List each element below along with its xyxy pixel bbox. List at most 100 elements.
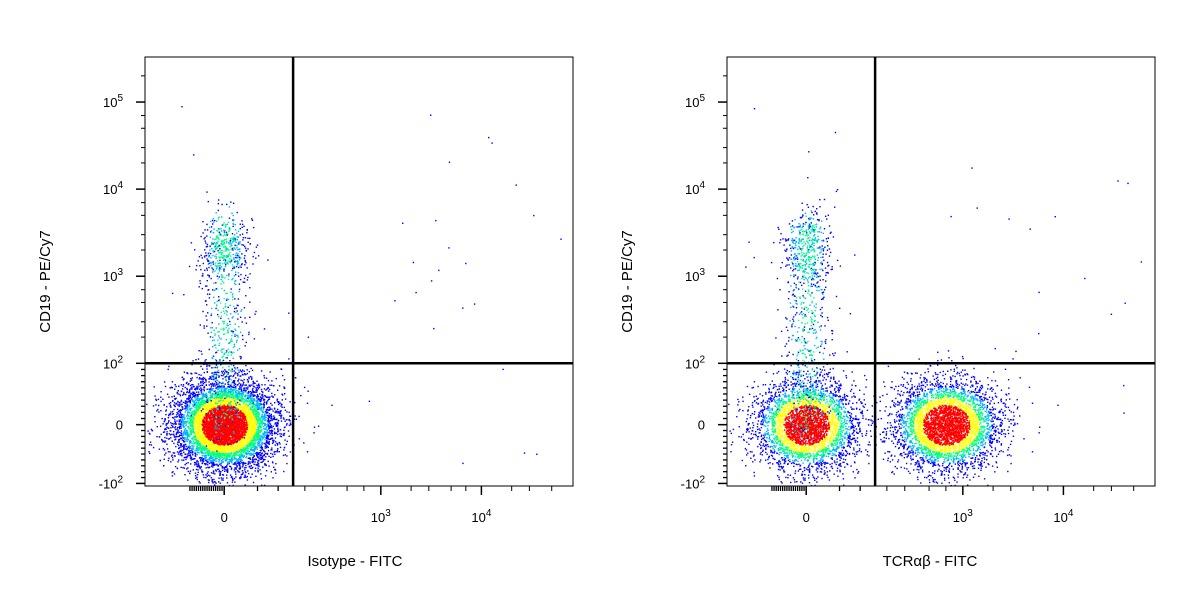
event-dot — [243, 378, 245, 381]
event-dot — [261, 448, 264, 450]
event-dot — [220, 449, 223, 451]
event-dot — [267, 449, 270, 452]
event-dot — [279, 443, 281, 445]
event-dot — [256, 388, 258, 390]
event-dot — [230, 387, 233, 389]
event-dot — [241, 462, 243, 464]
event-dot — [243, 441, 245, 443]
event-dot — [207, 464, 209, 466]
event-dot — [176, 420, 178, 422]
event-dot — [239, 465, 241, 467]
event-dot — [244, 475, 246, 477]
event-dot — [229, 360, 231, 362]
event-dot — [265, 377, 268, 379]
event-dot — [232, 479, 234, 481]
event-dot — [258, 439, 261, 441]
event-dot — [260, 445, 263, 447]
event-dot — [192, 446, 194, 449]
event-dot — [213, 397, 216, 399]
event-dot — [246, 388, 248, 390]
event-dot — [271, 434, 273, 436]
event-dot — [168, 457, 170, 459]
event-dot — [220, 448, 222, 450]
event-dot — [288, 358, 290, 360]
event-dot — [274, 402, 276, 404]
event-dot — [261, 384, 263, 386]
event-dot — [196, 465, 198, 468]
event-dot — [206, 368, 208, 370]
event-dot — [170, 461, 172, 463]
event-dot — [163, 381, 166, 383]
event-dot — [277, 389, 279, 391]
event-dot — [248, 452, 250, 454]
event-dot — [229, 453, 231, 455]
event-dot — [209, 419, 211, 421]
event-dot — [238, 445, 241, 447]
event-dot — [219, 359, 221, 361]
event-dot — [203, 476, 205, 479]
event-dot — [268, 415, 271, 417]
event-dot — [211, 375, 213, 377]
event-dot — [184, 386, 186, 389]
event-dot — [313, 432, 315, 434]
event-dot — [260, 409, 262, 411]
event-dot — [217, 392, 219, 394]
event-dot — [184, 474, 186, 476]
event-dot — [247, 463, 249, 466]
event-dot — [268, 431, 270, 434]
event-dot — [207, 417, 210, 419]
event-dot — [162, 423, 164, 425]
event-dot — [201, 445, 204, 447]
event-dot — [190, 459, 192, 461]
event-dot — [286, 455, 288, 457]
event-dot — [196, 474, 199, 476]
event-dot — [202, 406, 205, 408]
event-dot — [257, 422, 259, 424]
event-dot — [210, 477, 213, 479]
event-dot — [218, 456, 220, 458]
event-dot — [233, 452, 235, 454]
event-dot — [265, 414, 268, 416]
event-dot — [252, 442, 255, 444]
event-dot — [256, 448, 258, 451]
event-dot — [209, 400, 211, 402]
event-dot — [224, 470, 226, 472]
event-dot — [195, 477, 197, 479]
event-dot — [190, 378, 192, 380]
event-dot — [225, 474, 228, 476]
event-dot — [268, 388, 271, 391]
event-dot — [154, 395, 156, 397]
event-dot — [249, 441, 251, 443]
event-dot — [260, 458, 263, 460]
plot-frame — [144, 56, 574, 487]
event-dot — [169, 451, 171, 453]
event-dot — [158, 411, 160, 413]
event-dot — [207, 471, 209, 473]
event-dot — [237, 469, 239, 472]
event-dot — [207, 414, 209, 417]
event-dot — [271, 404, 273, 406]
event-dot — [280, 368, 283, 370]
event-dot — [181, 453, 183, 455]
event-dot — [251, 397, 253, 399]
event-dot — [227, 446, 230, 448]
event-dot — [233, 382, 235, 384]
event-dot — [237, 451, 240, 454]
event-dot — [190, 451, 192, 454]
event-dot — [236, 461, 239, 463]
event-dot — [215, 410, 217, 412]
event-dot — [250, 454, 253, 456]
event-dot — [222, 479, 224, 481]
event-dot — [245, 467, 247, 469]
event-dot — [206, 388, 208, 390]
event-dot — [257, 465, 259, 467]
event-dot — [236, 459, 238, 461]
event-dot — [281, 406, 283, 408]
event-dot — [169, 434, 172, 436]
event-dot — [212, 462, 215, 464]
event-dot — [255, 442, 257, 444]
event-dot — [261, 454, 263, 456]
event-dot — [185, 462, 188, 465]
event-dot — [284, 398, 287, 400]
event-dot — [250, 398, 252, 401]
